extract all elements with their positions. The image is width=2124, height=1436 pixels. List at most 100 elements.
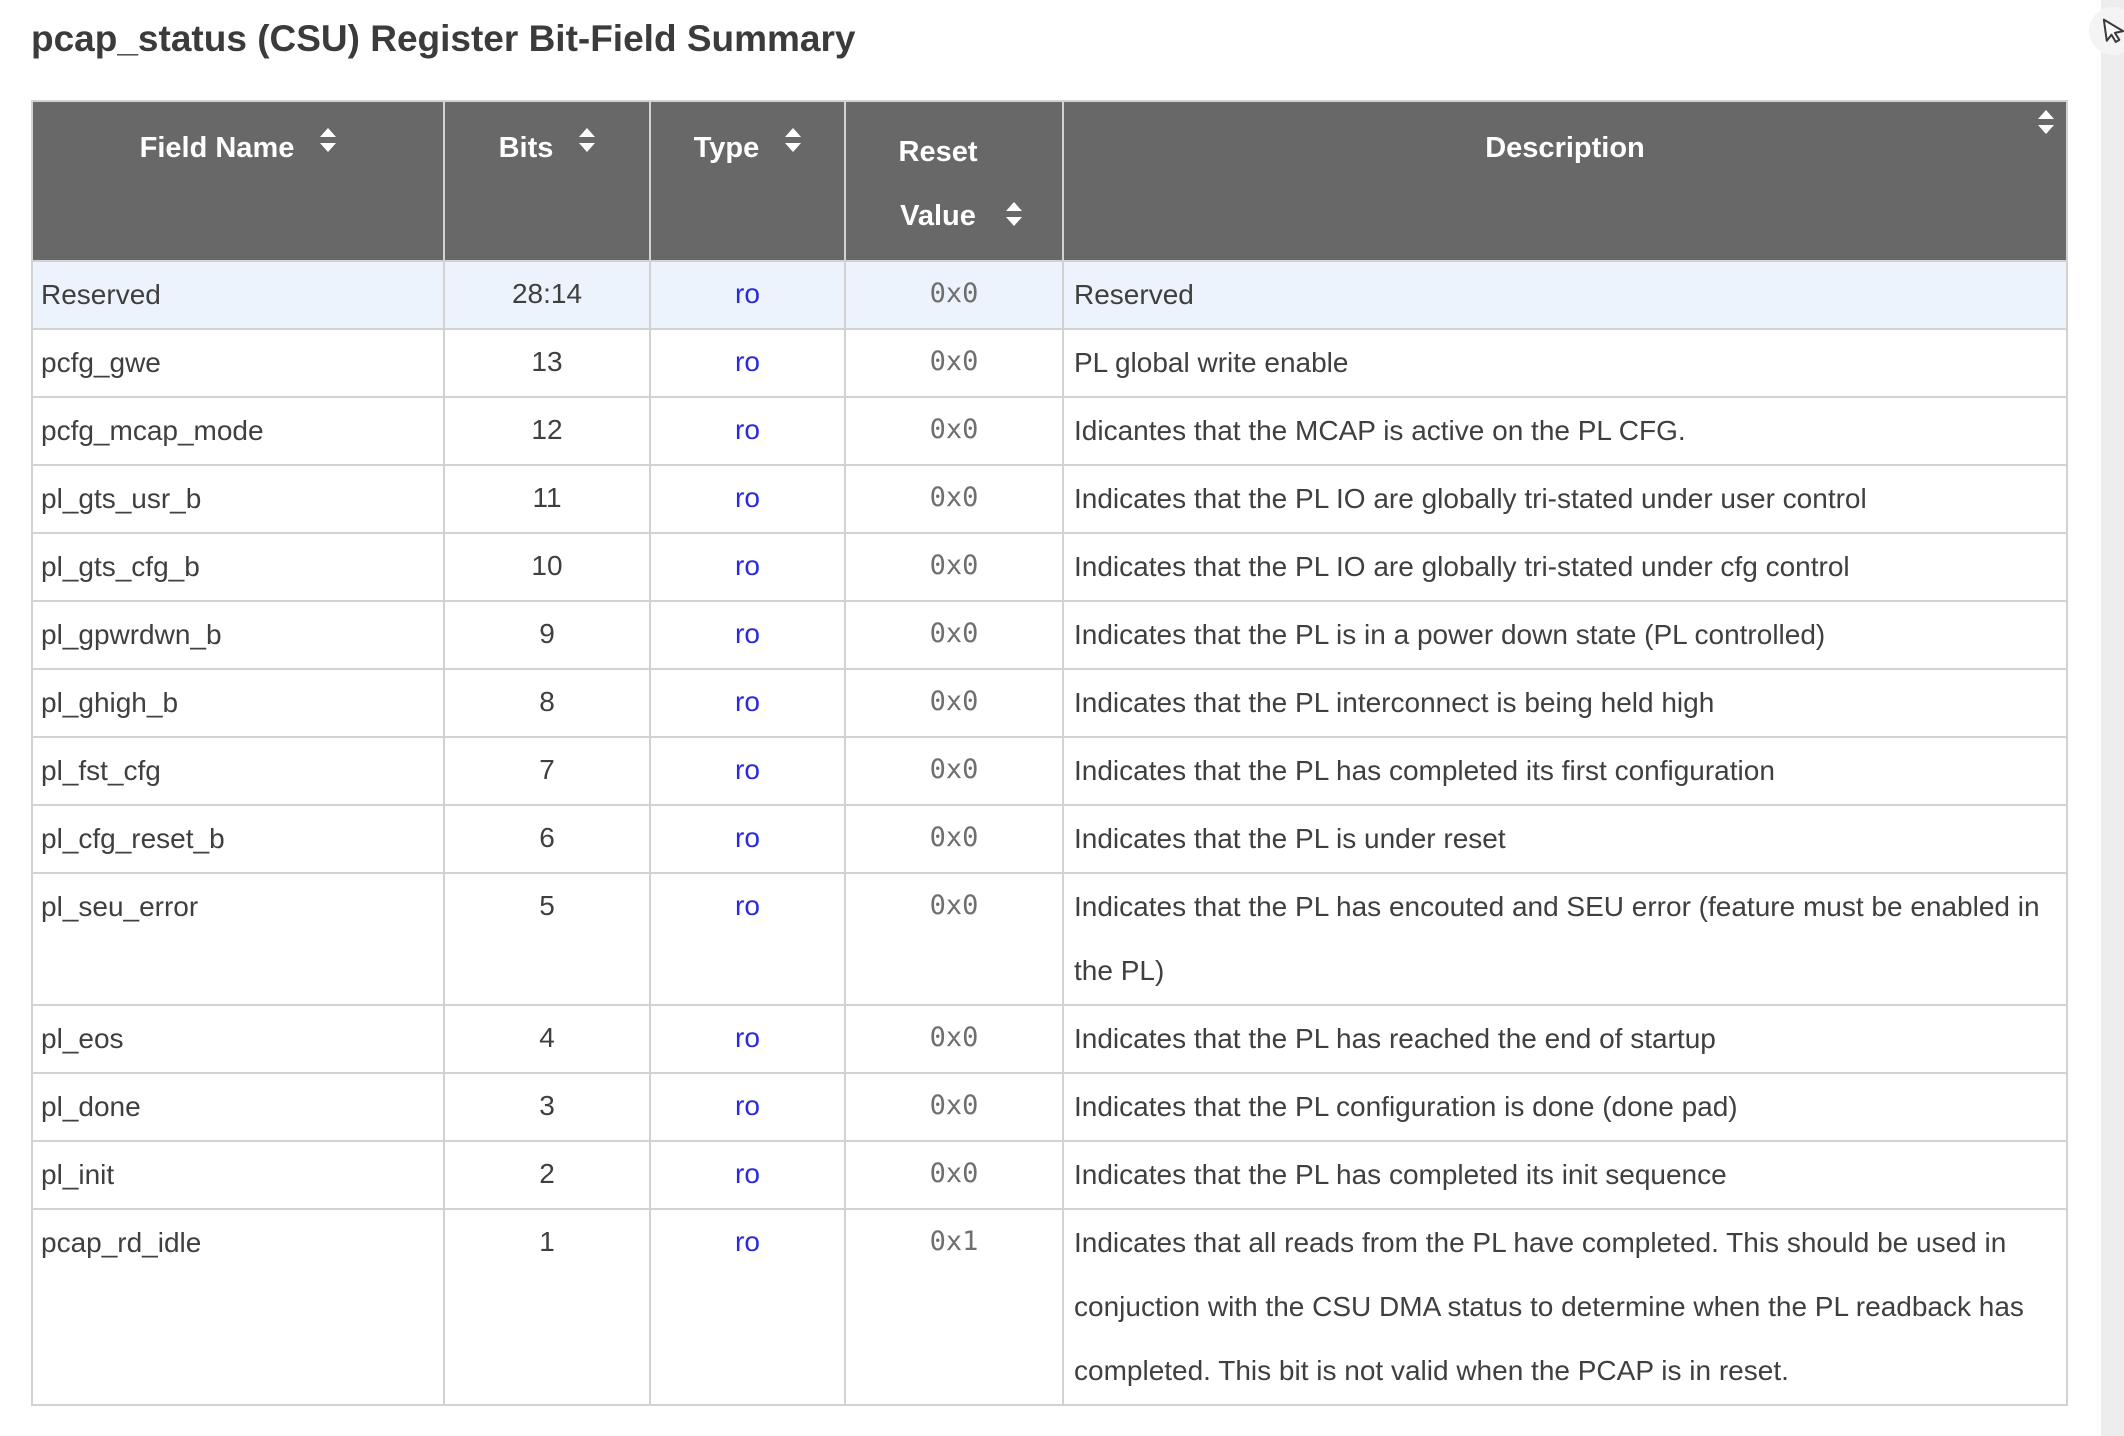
table-row: pcap_rd_idle 1 ro 0x1 Indicates that all…: [31, 1208, 2068, 1406]
type-link[interactable]: ro: [735, 890, 760, 921]
table-row: pl_cfg_reset_b 6 ro 0x0 Indicates that t…: [31, 804, 2068, 874]
bits-cell: 5: [443, 872, 651, 1006]
reset-value-cell: 0x0: [844, 464, 1064, 534]
table-row: pl_fst_cfg 7 ro 0x0 Indicates that the P…: [31, 736, 2068, 806]
table-row: pl_done 3 ro 0x0 Indicates that the PL c…: [31, 1072, 2068, 1142]
type-cell: ro: [649, 668, 846, 738]
type-cell: ro: [649, 532, 846, 602]
bits-cell: 28:14: [443, 260, 651, 330]
type-cell: ro: [649, 804, 846, 874]
description-cell: Indicates that the PL has completed its …: [1062, 736, 2068, 806]
scrollbar-track[interactable]: [2101, 0, 2124, 1436]
register-bitfield-table: Field Name Bits Type: [31, 100, 2068, 1406]
field-name-cell: pl_gts_usr_b: [31, 464, 445, 534]
type-link[interactable]: ro: [735, 754, 760, 785]
description-cell: Indicates that the PL has completed its …: [1062, 1140, 2068, 1210]
col-label-description: Description: [1485, 132, 1645, 164]
type-link[interactable]: ro: [735, 1226, 760, 1257]
type-link[interactable]: ro: [735, 482, 760, 513]
description-cell: Indicates that the PL is in a power down…: [1062, 600, 2068, 670]
reset-value-cell: 0x0: [844, 1072, 1064, 1142]
col-label-reset-value: Reset Value: [898, 136, 978, 232]
type-link[interactable]: ro: [735, 1090, 760, 1121]
description-cell: Indicates that the PL is under reset: [1062, 804, 2068, 874]
type-link[interactable]: ro: [735, 278, 760, 309]
field-name-cell: pl_seu_error: [31, 872, 445, 1006]
type-cell: ro: [649, 1140, 846, 1210]
type-cell: ro: [649, 1004, 846, 1074]
type-cell: ro: [649, 464, 846, 534]
table-row: pl_ghigh_b 8 ro 0x0 Indicates that the P…: [31, 668, 2068, 738]
type-link[interactable]: ro: [735, 414, 760, 445]
field-name-cell: pcfg_gwe: [31, 328, 445, 398]
table-header-row: Field Name Bits Type: [31, 100, 2068, 262]
type-cell: ro: [649, 872, 846, 1006]
field-name-cell: pl_init: [31, 1140, 445, 1210]
type-link[interactable]: ro: [735, 550, 760, 581]
reset-value-cell: 0x0: [844, 1004, 1064, 1074]
table-row: pl_gts_cfg_b 10 ro 0x0 Indicates that th…: [31, 532, 2068, 602]
col-header-reset-value[interactable]: Reset Value: [844, 100, 1064, 262]
description-cell: Indicates that the PL interconnect is be…: [1062, 668, 2068, 738]
col-label-type: Type: [693, 132, 760, 164]
field-name-cell: pl_done: [31, 1072, 445, 1142]
reset-value-cell: 0x1: [844, 1208, 1064, 1406]
field-name-cell: pl_ghigh_b: [31, 668, 445, 738]
sort-icon[interactable]: [579, 128, 596, 152]
description-cell: Indicates that the PL has reached the en…: [1062, 1004, 2068, 1074]
col-header-type[interactable]: Type: [649, 100, 846, 262]
bits-cell: 3: [443, 1072, 651, 1142]
bits-cell: 6: [443, 804, 651, 874]
col-header-description[interactable]: Description: [1062, 100, 2068, 262]
table-row: pl_seu_error 5 ro 0x0 Indicates that the…: [31, 872, 2068, 1006]
bits-cell: 1: [443, 1208, 651, 1406]
field-name-cell: pl_fst_cfg: [31, 736, 445, 806]
sort-icon[interactable]: [1006, 202, 1022, 226]
description-cell: Reserved: [1062, 260, 2068, 330]
type-cell: ro: [649, 328, 846, 398]
type-link[interactable]: ro: [735, 346, 760, 377]
sort-icon[interactable]: [320, 128, 337, 152]
type-link[interactable]: ro: [735, 1022, 760, 1053]
table-row: pl_gts_usr_b 11 ro 0x0 Indicates that th…: [31, 464, 2068, 534]
table-row: pl_eos 4 ro 0x0 Indicates that the PL ha…: [31, 1004, 2068, 1074]
type-cell: ro: [649, 260, 846, 330]
description-cell: PL global write enable: [1062, 328, 2068, 398]
type-link[interactable]: ro: [735, 822, 760, 853]
col-label-field-name: Field Name: [139, 132, 295, 164]
bits-cell: 2: [443, 1140, 651, 1210]
field-name-cell: pl_cfg_reset_b: [31, 804, 445, 874]
bits-cell: 8: [443, 668, 651, 738]
description-cell: Indicates that the PL configuration is d…: [1062, 1072, 2068, 1142]
type-link[interactable]: ro: [735, 618, 760, 649]
page-title: pcap_status (CSU) Register Bit-Field Sum…: [31, 18, 856, 59]
description-cell: Indicates that all reads from the PL hav…: [1062, 1208, 2068, 1406]
field-name-cell: pcfg_mcap_mode: [31, 396, 445, 466]
reset-value-cell: 0x0: [844, 736, 1064, 806]
description-cell: Indicates that the PL has encouted and S…: [1062, 872, 2068, 1006]
description-cell: Idicantes that the MCAP is active on the…: [1062, 396, 2068, 466]
reset-value-cell: 0x0: [844, 872, 1064, 1006]
bits-cell: 10: [443, 532, 651, 602]
table-row: pl_gpwrdwn_b 9 ro 0x0 Indicates that the…: [31, 600, 2068, 670]
col-header-field-name[interactable]: Field Name: [31, 100, 445, 262]
bits-cell: 12: [443, 396, 651, 466]
field-name-cell: pcap_rd_idle: [31, 1208, 445, 1406]
type-cell: ro: [649, 396, 846, 466]
sort-icon[interactable]: [785, 128, 802, 152]
type-cell: ro: [649, 736, 846, 806]
description-cell: Indicates that the PL IO are globally tr…: [1062, 532, 2068, 602]
reset-value-cell: 0x0: [844, 260, 1064, 330]
table-body: Reserved 28:14 ro 0x0 Reserved pcfg_gwe …: [31, 260, 2068, 1406]
type-cell: ro: [649, 1072, 846, 1142]
bits-cell: 9: [443, 600, 651, 670]
field-name-cell: pl_eos: [31, 1004, 445, 1074]
type-link[interactable]: ro: [735, 1158, 760, 1189]
reset-value-cell: 0x0: [844, 1140, 1064, 1210]
sort-icon[interactable]: [2038, 110, 2054, 134]
description-cell: Indicates that the PL IO are globally tr…: [1062, 464, 2068, 534]
col-header-bits[interactable]: Bits: [443, 100, 651, 262]
table-row: pcfg_mcap_mode 12 ro 0x0 Idicantes that …: [31, 396, 2068, 466]
cursor-pointer-button: [2089, 7, 2124, 55]
type-link[interactable]: ro: [735, 686, 760, 717]
